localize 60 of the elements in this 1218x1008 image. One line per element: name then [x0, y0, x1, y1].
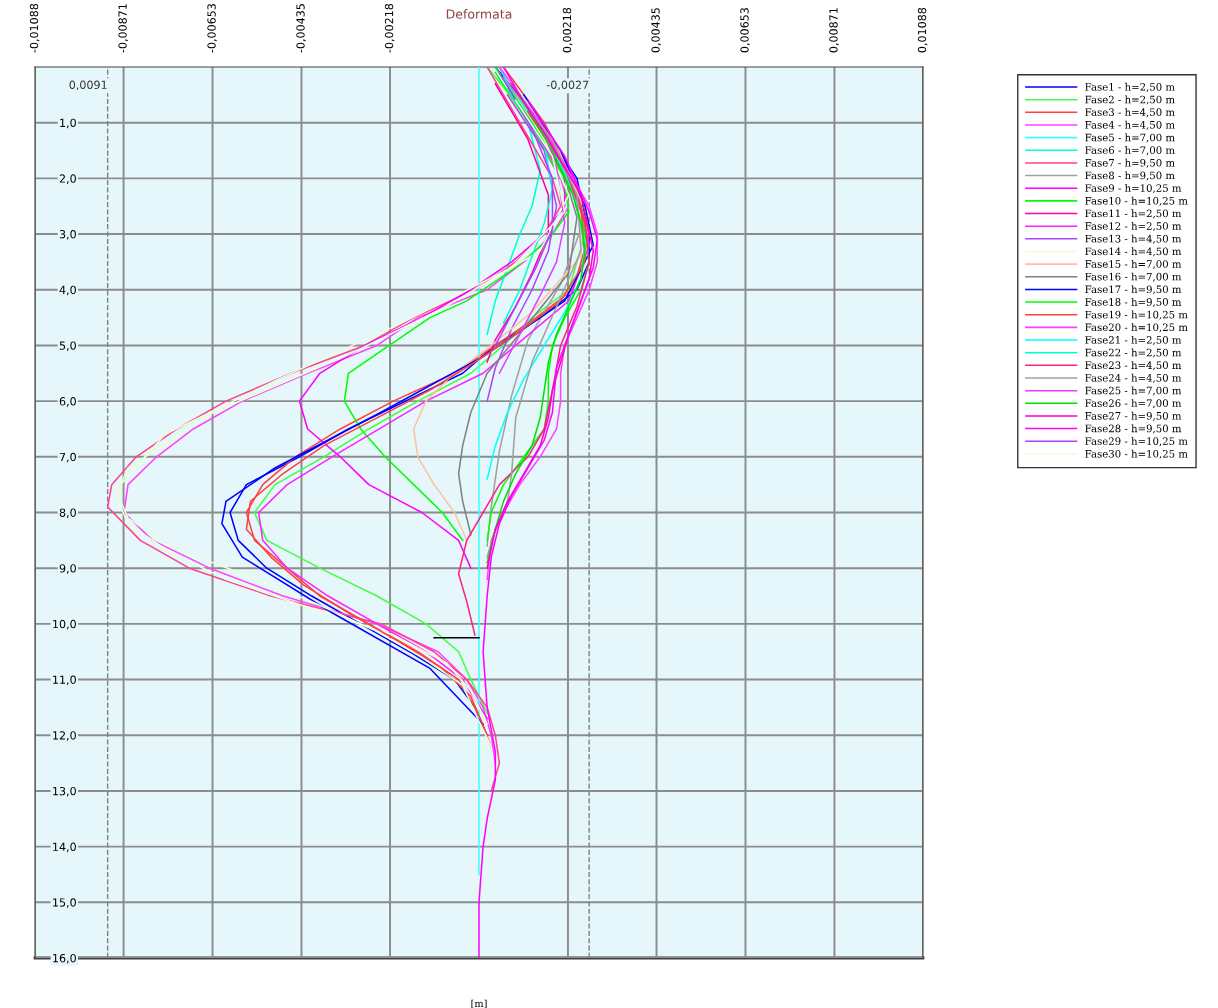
- legend-label: Fase20 - h=10,25 m: [1085, 323, 1188, 333]
- x-tick-label: 0,00218: [562, 7, 573, 53]
- legend-label: Fase12 - h=2,50 m: [1085, 222, 1182, 232]
- legend-label: Fase6 - h=7,00 m: [1085, 146, 1175, 156]
- legend-label: Fase27 - h=9,50 m: [1085, 411, 1182, 421]
- y-tick-label: 11,0: [53, 675, 76, 686]
- x-tick-label: 0,01088: [917, 7, 928, 53]
- x-tick-label: 0,00653: [740, 8, 750, 53]
- y-tick-label: 8,0: [59, 508, 76, 519]
- x-tick-label: 0,00871: [829, 8, 839, 53]
- chart-title: Deformata: [446, 9, 512, 19]
- legend-label: Fase3 - h=4,50 m: [1085, 108, 1175, 118]
- legend-label: Fase26 - h=7,00 m: [1085, 399, 1182, 409]
- legend-label: Fase28 - h=9,50 m: [1085, 424, 1182, 434]
- y-tick-label: 6,0: [59, 397, 76, 407]
- legend-label: Fase19 - h=10,25 m: [1085, 310, 1188, 320]
- y-tick-label: 9,0: [59, 564, 76, 574]
- x-tick-label: -0,01088: [29, 3, 40, 53]
- y-tick-label: 1,0: [60, 118, 76, 129]
- y-tick-label: 4,0: [59, 285, 76, 296]
- legend-label: Fase2 - h=2,50 m: [1085, 95, 1175, 105]
- x-tick-label: -0,00218: [384, 3, 395, 53]
- legend-label: Fase14 - h=4,50 m: [1085, 247, 1182, 257]
- legend-label: Fase25 - h=7,00 m: [1085, 386, 1182, 396]
- legend-label: Fase30 - h=10,25 m: [1085, 449, 1188, 459]
- y-tick-label: 16,0: [53, 953, 76, 964]
- legend-label: Fase16 - h=7,00 m: [1085, 272, 1182, 282]
- legend-label: Fase11 - h=2,50 m: [1085, 209, 1182, 219]
- annotation: -0,0027: [546, 80, 589, 91]
- legend-label: Fase10 - h=10,25 m: [1085, 196, 1188, 206]
- legend-label: Fase24 - h=4,50 m: [1085, 373, 1182, 383]
- y-tick-label: 10,0: [53, 619, 76, 630]
- legend-label: Fase13 - h=4,50 m: [1085, 234, 1182, 244]
- y-tick-label: 15,0: [53, 898, 76, 908]
- y-tick-label: 3,0: [59, 230, 76, 240]
- legend-label: Fase1 - h=2,50 m: [1085, 82, 1175, 92]
- x-tick-label: -0,00653: [207, 4, 217, 53]
- legend-label: Fase29 - h=10,25 m: [1085, 437, 1188, 447]
- legend-label: Fase21 - h=2,50 m: [1085, 335, 1182, 345]
- y-tick-label: 7,0: [59, 452, 76, 463]
- legend-label: Fase9 - h=10,25 m: [1085, 184, 1182, 194]
- x-tick-label: 0,00435: [651, 8, 661, 53]
- annotation: 0,0091: [69, 80, 107, 91]
- legend-label: Fase4 - h=4,50 m: [1085, 120, 1175, 130]
- legend-label: Fase18 - h=9,50 m: [1085, 297, 1182, 308]
- y-tick-label: 14,0: [53, 842, 76, 853]
- legend-label: Fase17 - h=9,50 m: [1085, 285, 1182, 295]
- y-tick-label: 5,0: [59, 341, 76, 351]
- legend-label: Fase15 - h=7,00 m: [1085, 259, 1182, 270]
- y-tick-label: 13,0: [53, 786, 76, 797]
- legend-label: Fase23 - h=4,50 m: [1085, 361, 1182, 371]
- legend-label: Fase22 - h=2,50 m: [1085, 348, 1182, 358]
- legend-label: Fase5 - h=7,00 m: [1085, 133, 1175, 143]
- legend-label: Fase7 - h=9,50 m: [1085, 158, 1175, 168]
- y-tick-label: 2,0: [59, 174, 76, 184]
- x-tick-label: -0,00871: [118, 4, 128, 53]
- legend-label: Fase8 - h=9,50 m: [1085, 171, 1175, 181]
- x-axis-title: [m]: [471, 999, 487, 1008]
- x-tick-label: -0,00435: [296, 4, 306, 53]
- y-tick-label: 12,0: [53, 731, 76, 741]
